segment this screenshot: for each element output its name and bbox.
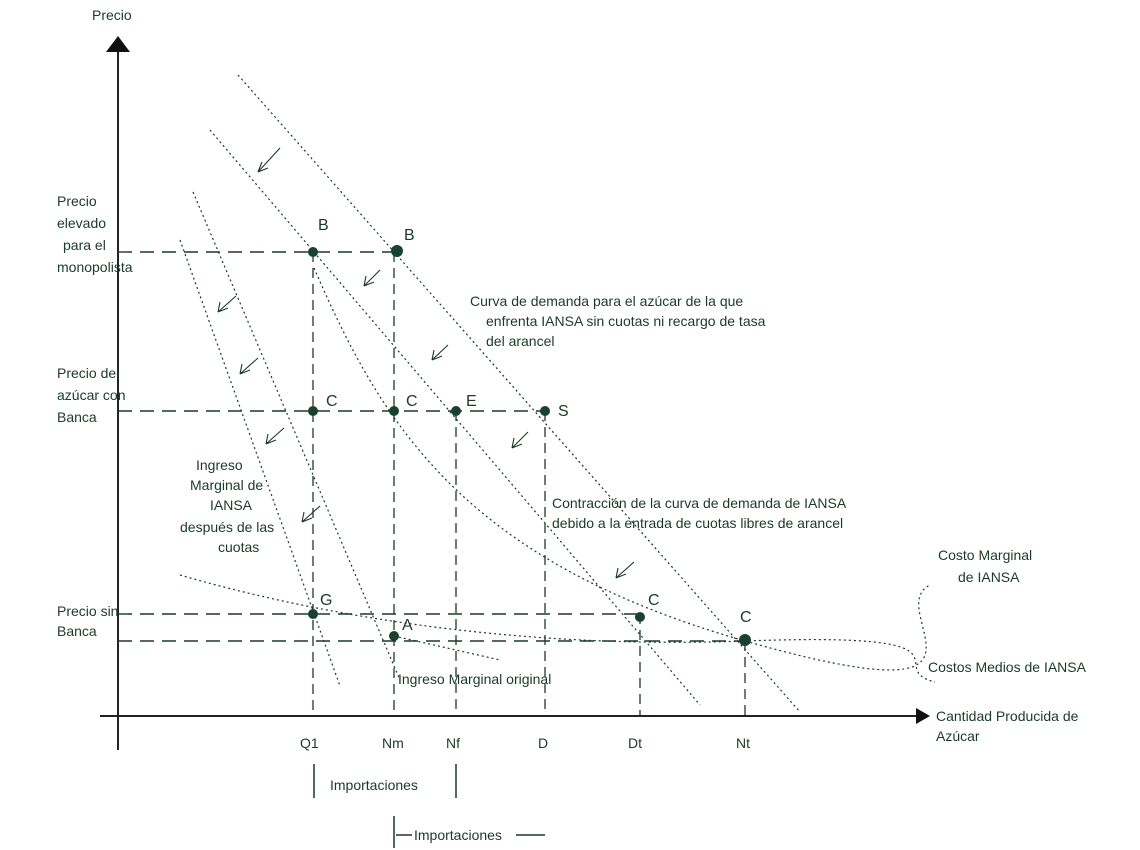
svg-text:Precio sin: Precio sin xyxy=(57,603,118,619)
shift-arrow-icon-7 xyxy=(301,505,321,523)
shift-arrow-icon-1 xyxy=(257,147,281,173)
svg-text:Costo Marginal: Costo Marginal xyxy=(938,547,1032,563)
costo-marginal-curve xyxy=(313,267,931,671)
x-axis-label-line1: Cantidad Producida de xyxy=(936,708,1079,724)
annotation-ingreso-marginal-original: Ingreso Marginal original xyxy=(398,671,551,687)
ingreso-marginal-tail xyxy=(393,635,501,661)
importaciones-label: Importaciones xyxy=(330,777,418,793)
point-dot xyxy=(739,634,751,646)
annotation-costo-marginal: Costo Marginal de IANSA xyxy=(938,547,1032,585)
svg-text:elevado: elevado xyxy=(57,215,106,231)
importaciones-label: Importaciones xyxy=(414,827,502,843)
svg-text:Banca: Banca xyxy=(57,409,97,425)
x-tick-label: D xyxy=(538,735,548,751)
svg-text:azúcar con: azúcar con xyxy=(57,387,125,403)
svg-text:monopolista: monopolista xyxy=(57,259,133,275)
annotation-ingreso-marginal-despues: Ingreso Marginal de IANSA después de las… xyxy=(180,457,274,555)
svg-text:debido a la entrada de cuotas: debido a la entrada de cuotas libres de … xyxy=(552,515,843,531)
shift-arrow-icon-4 xyxy=(217,295,237,313)
point-dot xyxy=(308,406,318,416)
point-label: B xyxy=(404,227,415,244)
point-dot xyxy=(635,612,645,622)
shift-arrow-icon-8 xyxy=(511,431,529,449)
point-dot xyxy=(389,406,399,416)
shift-arrow-icon-5 xyxy=(239,357,259,375)
annotation-costos-medios: Costos Medios de IANSA xyxy=(928,659,1087,675)
svg-text:Marginal de: Marginal de xyxy=(190,477,263,493)
x-axis-label-line2: Azúcar xyxy=(936,728,980,744)
point-dot xyxy=(308,609,318,619)
svg-text:IANSA: IANSA xyxy=(210,497,253,513)
svg-text:Ingreso: Ingreso xyxy=(196,457,243,473)
shift-arrow-icon-2 xyxy=(363,269,381,287)
point-label: G xyxy=(320,592,332,609)
points xyxy=(308,245,751,646)
shift-arrows xyxy=(217,147,635,579)
annotation-demanda-original: Curva de demanda para el azúcar de la qu… xyxy=(470,293,766,349)
importaciones-bracket-1: Importaciones xyxy=(313,764,457,798)
costos-medios-curve xyxy=(179,574,936,683)
point-label: C xyxy=(740,609,752,626)
point-label: A xyxy=(402,617,413,634)
label-precio-sin-banca: Precio sin Banca xyxy=(57,603,118,639)
point-dot xyxy=(391,245,403,257)
y-axis-arrow-icon xyxy=(106,36,130,52)
label-precio-banca: Precio del azúcar con Banca xyxy=(57,365,125,425)
x-tick-label: Nf xyxy=(446,735,460,751)
svg-text:después de las: después de las xyxy=(180,519,274,535)
importaciones-bracket-2: Importaciones xyxy=(393,816,545,848)
svg-text:Banca: Banca xyxy=(57,623,97,639)
svg-text:Curva de demanda para el azúca: Curva de demanda para el azúcar de la qu… xyxy=(470,293,743,309)
svg-text:Precio del: Precio del xyxy=(57,365,119,381)
point-dot xyxy=(540,406,550,416)
shift-arrow-icon-6 xyxy=(265,427,285,445)
demanda-original-curve xyxy=(237,74,801,713)
x-ticks: Q1 Nm Nf D Dt Nt xyxy=(300,735,750,751)
svg-text:Precio: Precio xyxy=(57,193,97,209)
label-precio-monopolista: Precio elevado para el monopolista xyxy=(57,193,133,275)
point-label: C xyxy=(648,592,660,609)
point-dot xyxy=(389,631,399,641)
x-tick-label: Dt xyxy=(628,735,642,751)
svg-text:Contracción de la curva de dem: Contracción de la curva de demanda de IA… xyxy=(552,495,847,511)
point-dot xyxy=(451,406,461,416)
point-dot xyxy=(308,247,318,257)
annotation-contraccion: Contracción de la curva de demanda de IA… xyxy=(552,495,847,531)
point-label: B xyxy=(318,217,329,234)
x-tick-label: Q1 xyxy=(300,735,319,751)
svg-text:del arancel: del arancel xyxy=(486,333,555,349)
svg-text:cuotas: cuotas xyxy=(218,539,259,555)
ingreso-marginal-original-curve xyxy=(192,191,401,681)
point-label: C xyxy=(406,393,418,410)
x-axis-arrow-icon xyxy=(916,708,930,724)
svg-text:enfrenta IANSA sin cuotas ni r: enfrenta IANSA sin cuotas ni recargo de … xyxy=(486,313,766,329)
x-tick-label: Nt xyxy=(736,735,750,751)
demanda-contraida-curve xyxy=(209,129,701,706)
svg-text:para el: para el xyxy=(63,237,106,253)
svg-text:de IANSA: de IANSA xyxy=(958,569,1020,585)
shift-arrow-icon-9 xyxy=(615,561,635,579)
x-tick-label: Nm xyxy=(382,735,404,751)
point-label: E xyxy=(466,393,477,410)
y-axis-label: Precio xyxy=(92,7,132,23)
shift-arrow-icon-3 xyxy=(431,344,449,361)
ingreso-marginal-despues-curve xyxy=(179,239,341,687)
point-label: C xyxy=(326,393,338,410)
point-label: S xyxy=(558,403,569,420)
